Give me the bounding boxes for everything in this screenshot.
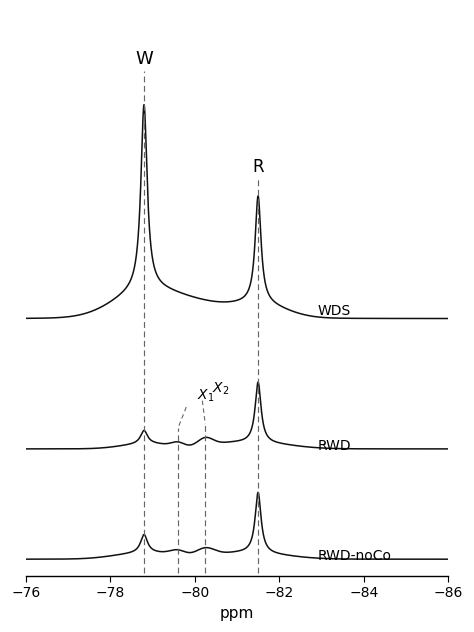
- Text: $X_2$: $X_2$: [211, 381, 229, 398]
- Text: $X_1$: $X_1$: [197, 387, 214, 404]
- Text: W: W: [135, 50, 153, 68]
- Text: WDS: WDS: [317, 303, 350, 317]
- Text: RWD: RWD: [317, 439, 351, 453]
- Text: R: R: [252, 158, 264, 176]
- Text: RWD-noCo: RWD-noCo: [317, 549, 391, 563]
- X-axis label: ppm: ppm: [220, 606, 254, 621]
